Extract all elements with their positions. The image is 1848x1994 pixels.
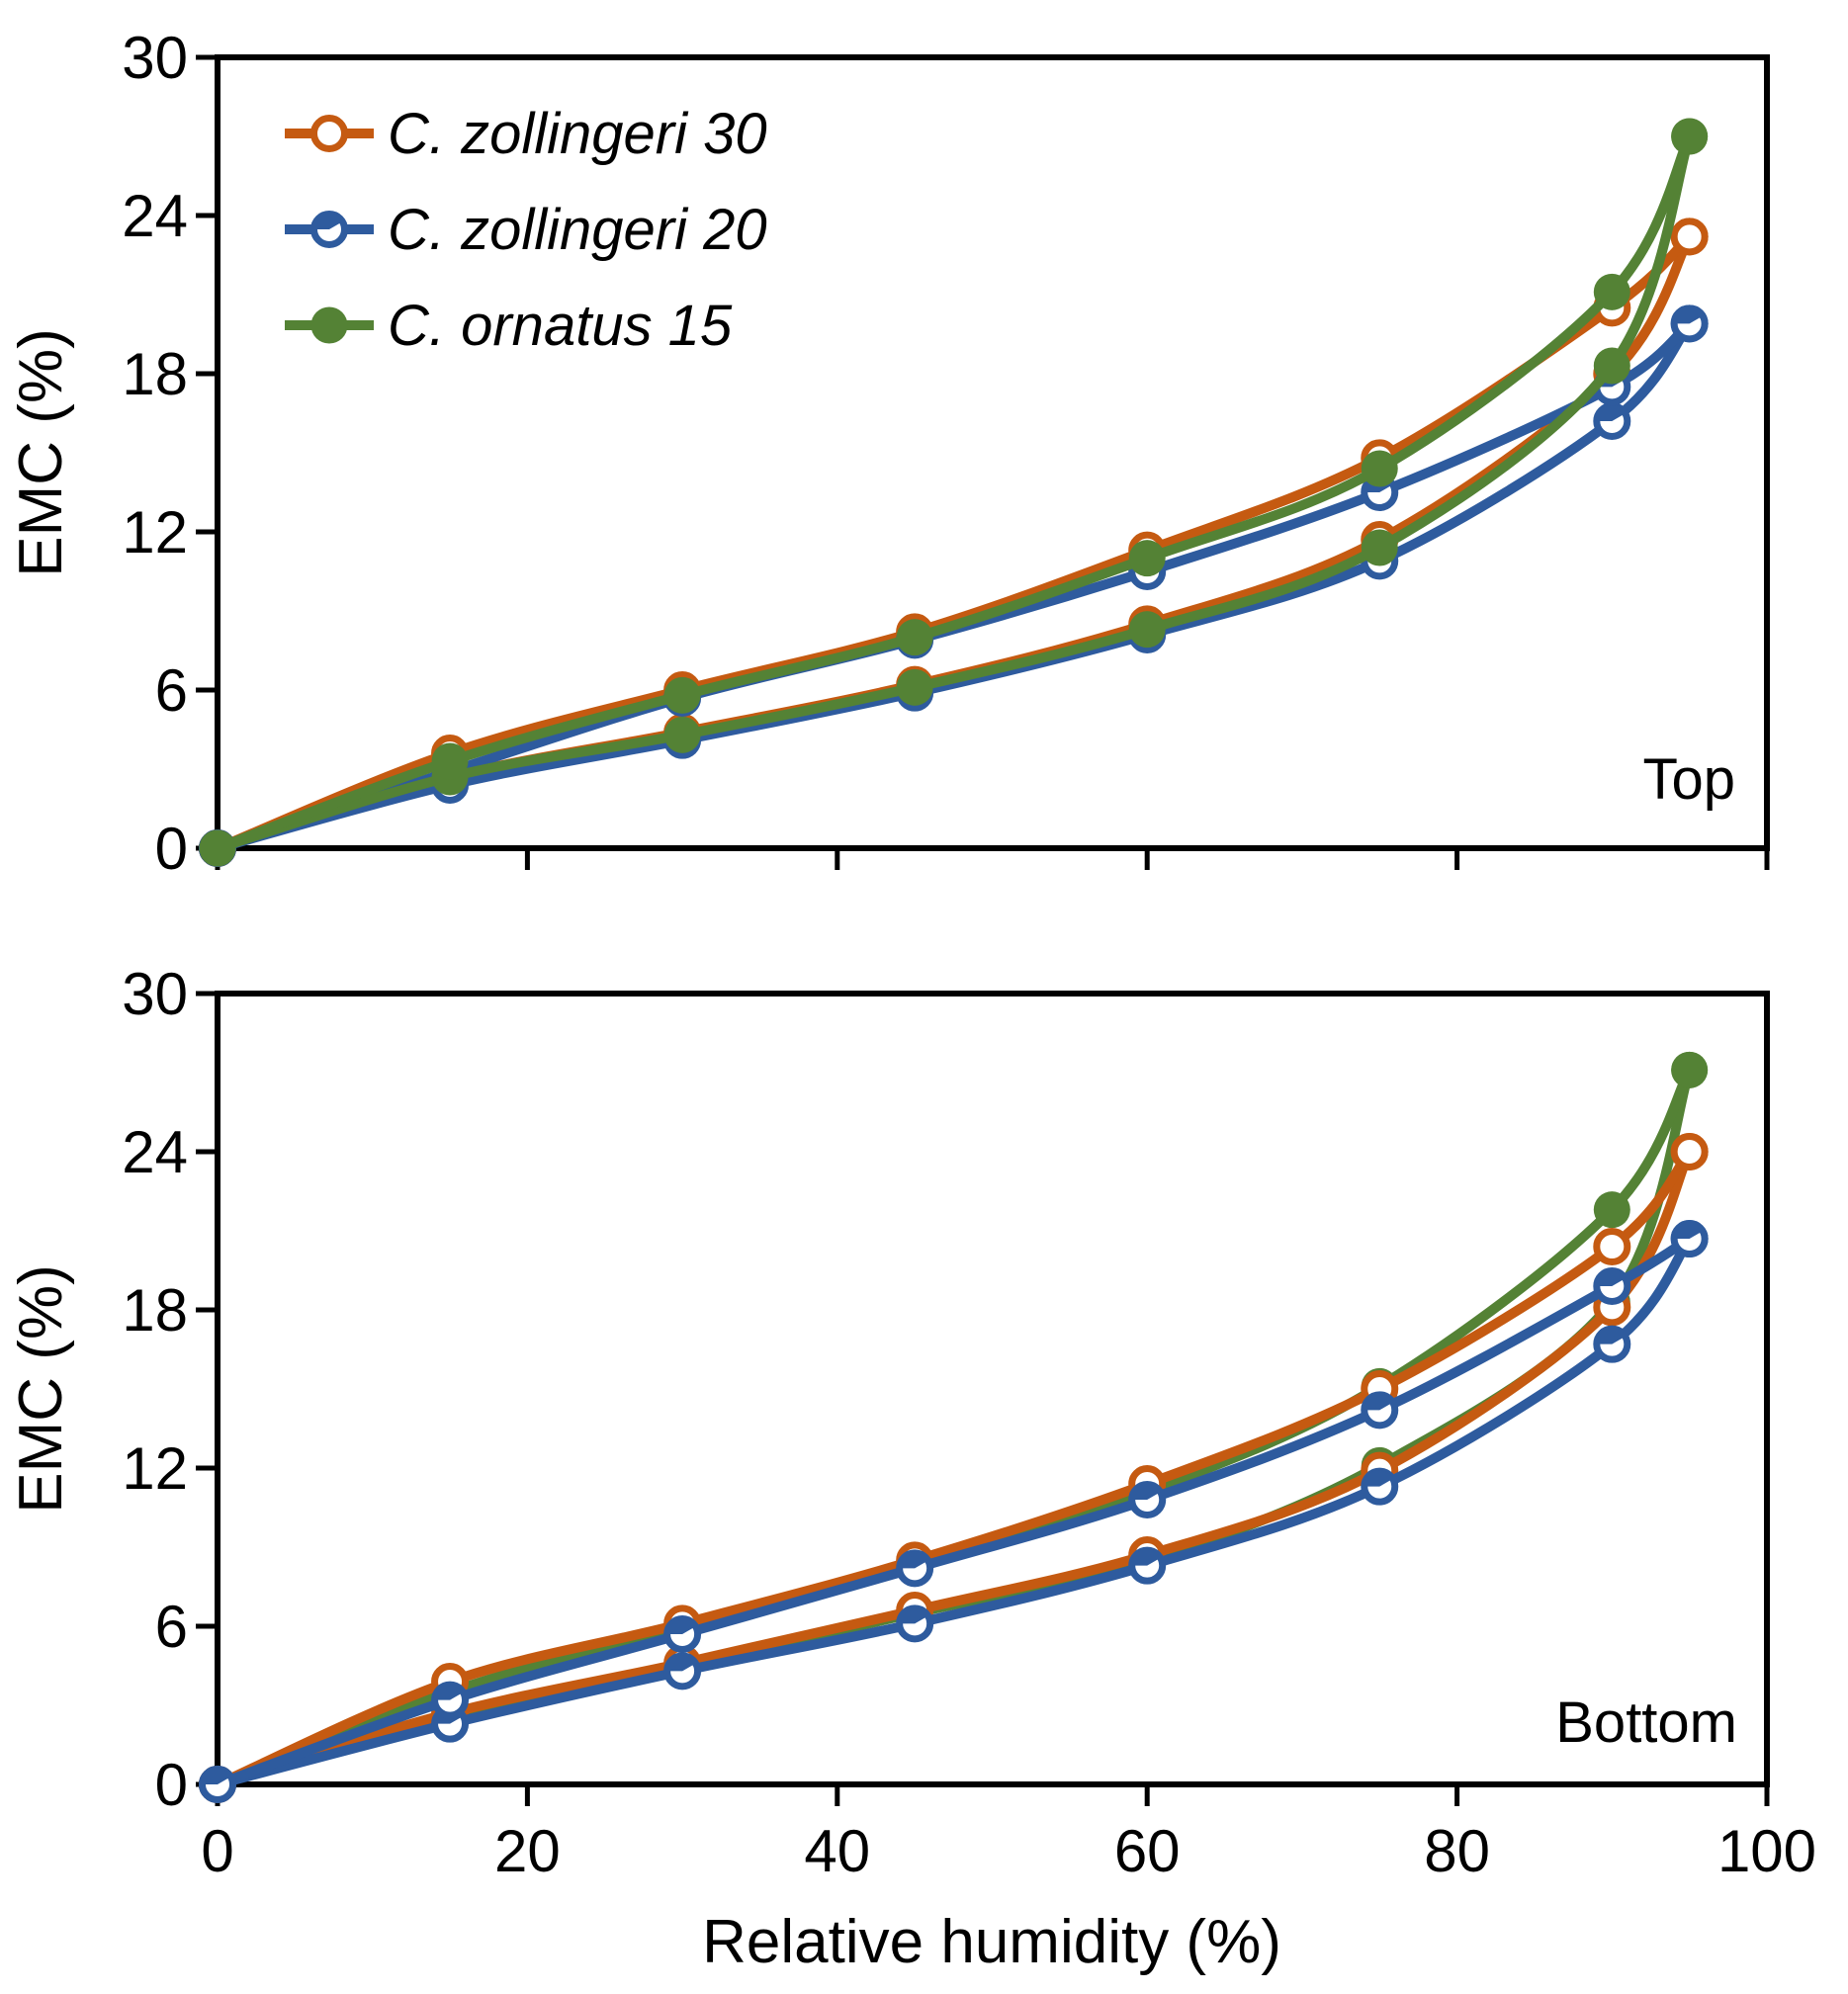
data-point-marker-pattern	[1363, 1470, 1394, 1487]
data-point-marker	[1361, 529, 1398, 566]
data-point-marker-pattern	[433, 1684, 465, 1700]
series-line-adsorption	[213, 131, 1695, 853]
x-tick-label: 20	[494, 1818, 561, 1884]
data-point-marker	[896, 668, 933, 706]
data-point-marker-pattern	[1130, 1483, 1162, 1500]
data-point-marker-pattern	[1673, 1222, 1704, 1239]
series-line-adsorption	[213, 1234, 1695, 1789]
data-point-marker	[1128, 611, 1166, 649]
data-point-marker-pattern	[665, 1617, 697, 1634]
data-point-marker-pattern	[201, 1768, 232, 1784]
panel-top	[196, 54, 1770, 870]
legend	[285, 115, 374, 344]
data-point-marker-pattern	[1595, 1269, 1627, 1286]
data-point-marker	[431, 742, 469, 780]
legend-label: C. ornatus 15	[388, 294, 733, 358]
panel-label: Top	[1642, 747, 1735, 812]
y-tick-label: 30	[122, 961, 188, 1027]
data-point-marker	[663, 676, 701, 714]
y-tick-label: 0	[155, 1752, 188, 1818]
data-point-marker-pattern	[898, 1551, 929, 1569]
y-tick-label: 18	[122, 1277, 188, 1344]
data-point-marker	[1671, 1051, 1709, 1088]
series-filled	[199, 118, 1709, 867]
data-point-marker	[1670, 217, 1709, 256]
data-point-marker-pattern	[1363, 1393, 1394, 1411]
legend-label: C. zollingeri 30	[388, 102, 767, 166]
data-point-marker	[1670, 1133, 1709, 1170]
data-point-marker-pattern	[1130, 1549, 1162, 1566]
legend-label: C. zollingeri 20	[388, 198, 767, 262]
data-point-marker	[663, 716, 701, 753]
x-tick-label: 100	[1717, 1818, 1816, 1884]
data-point-marker	[1361, 450, 1398, 487]
data-point-marker	[1671, 118, 1709, 155]
series-line-desorption	[213, 131, 1695, 853]
series-half	[199, 1220, 1709, 1803]
data-point-marker	[310, 115, 348, 152]
panel-bottom	[196, 991, 1770, 1806]
y-tick-label: 18	[122, 341, 188, 407]
y-tick-label: 24	[122, 1119, 188, 1185]
y-tick-label: 6	[155, 657, 188, 724]
data-point-marker-pattern	[1673, 306, 1704, 324]
x-tick-label: 60	[1114, 1818, 1181, 1884]
y-tick-label: 0	[155, 816, 188, 882]
y-tick-label: 30	[122, 25, 188, 91]
y-axis-title: EMC (%)	[7, 1264, 75, 1513]
data-point-marker	[1593, 1228, 1631, 1265]
data-point-marker	[199, 829, 236, 867]
series-line-desorption	[213, 1065, 1695, 1789]
panel-label: Bottom	[1555, 1691, 1737, 1755]
data-point-marker-pattern	[898, 1606, 929, 1624]
x-axis-title: Relative humidity (%)	[702, 1908, 1281, 1976]
data-point-marker-pattern	[1595, 1328, 1627, 1344]
x-tick-label: 40	[804, 1818, 870, 1884]
data-point-marker-pattern	[1595, 404, 1627, 421]
data-point-marker-pattern	[312, 213, 344, 229]
data-point-marker-pattern	[665, 1654, 697, 1672]
data-point-marker	[1593, 1191, 1630, 1229]
data-point-marker	[1128, 540, 1166, 577]
plot-border	[215, 991, 1770, 1787]
data-point-marker	[1593, 273, 1630, 310]
y-tick-label: 12	[122, 499, 188, 565]
x-tick-label: 80	[1424, 1818, 1490, 1884]
x-tick-label: 0	[201, 1818, 233, 1884]
series-line-desorption	[213, 318, 1695, 853]
y-tick-label: 24	[122, 183, 188, 249]
plot-border	[215, 54, 1770, 851]
data-point-marker	[310, 306, 348, 344]
y-tick-label: 12	[122, 1435, 188, 1502]
y-tick-label: 6	[155, 1594, 188, 1660]
y-axis-title: EMC (%)	[7, 328, 75, 576]
data-point-marker	[896, 619, 933, 656]
data-point-marker	[1593, 347, 1630, 385]
series-line-adsorption	[213, 1147, 1695, 1789]
